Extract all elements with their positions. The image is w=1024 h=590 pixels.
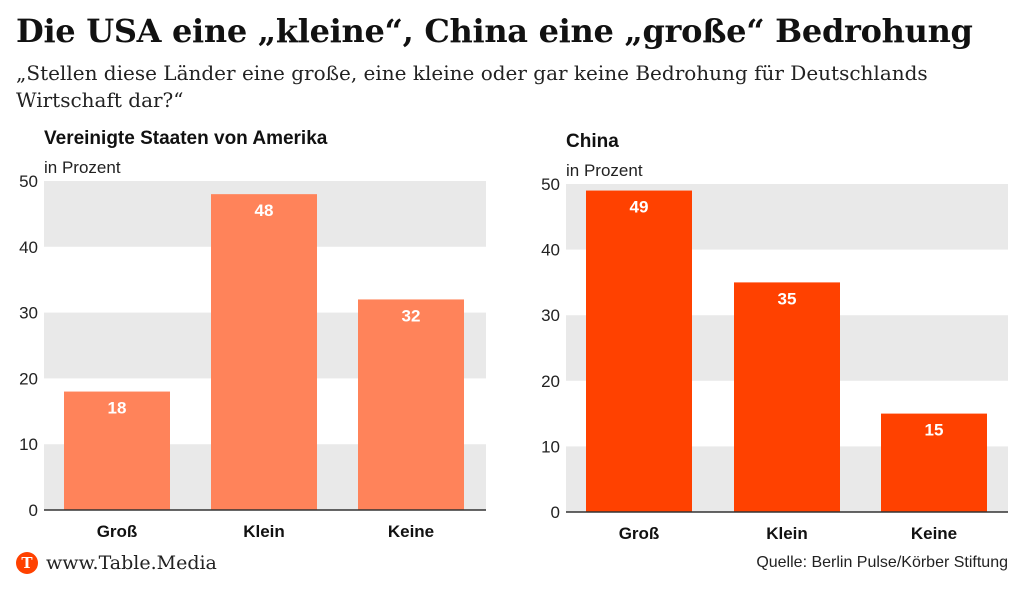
data-label: 18 [108, 399, 127, 418]
bar [586, 190, 692, 512]
chart-usa: Vereinigte Staaten von Amerika in Prozent… [19, 128, 486, 541]
x-category-label: Keine [911, 524, 957, 543]
bar [358, 299, 464, 510]
y-tick-label: 40 [19, 238, 38, 257]
data-label: 49 [630, 198, 649, 217]
data-label: 48 [255, 201, 274, 220]
footer-site: www.Table.Media [46, 552, 217, 574]
data-label: 35 [778, 289, 797, 308]
data-label: 15 [925, 421, 944, 440]
y-tick-label: 20 [541, 372, 560, 391]
bar [211, 194, 317, 510]
y-tick-label: 0 [29, 501, 38, 520]
table-media-logo-icon: T [16, 552, 38, 574]
y-tick-label: 10 [541, 437, 560, 456]
y-tick-label: 10 [19, 435, 38, 454]
footer-source: Quelle: Berlin Pulse/Körber Stiftung [756, 554, 1008, 571]
y-tick-label: 40 [541, 241, 560, 260]
y-tick-label: 50 [541, 175, 560, 194]
chart-title: Vereinigte Staaten von Amerika [44, 128, 328, 149]
x-category-label: Klein [243, 522, 285, 541]
logo-letter: T [21, 554, 33, 572]
data-label: 32 [402, 306, 421, 325]
bar [734, 282, 840, 512]
bar [64, 391, 170, 510]
page-subtitle: „Stellen diese Länder eine große, eine k… [16, 61, 928, 112]
x-category-label: Klein [766, 524, 808, 543]
y-axis-label: in Prozent [566, 161, 643, 180]
y-axis-label: in Prozent [44, 158, 121, 177]
bar [881, 413, 987, 512]
chart-china: China in Prozent 0 10 20 30 40 50 49 Groß 35 Klein 1… [541, 131, 1008, 543]
y-tick-label: 50 [19, 172, 38, 191]
x-category-label: Groß [619, 524, 660, 543]
x-category-label: Keine [388, 522, 434, 541]
y-tick-label: 0 [551, 503, 560, 522]
page-title: Die USA eine „kleine“, China eine „große… [16, 12, 973, 50]
chart-title: China [566, 131, 619, 152]
y-tick-label: 20 [19, 369, 38, 388]
x-category-label: Groß [97, 522, 138, 541]
y-tick-label: 30 [541, 306, 560, 325]
logo-circle [16, 552, 38, 574]
y-tick-label: 30 [19, 304, 38, 323]
